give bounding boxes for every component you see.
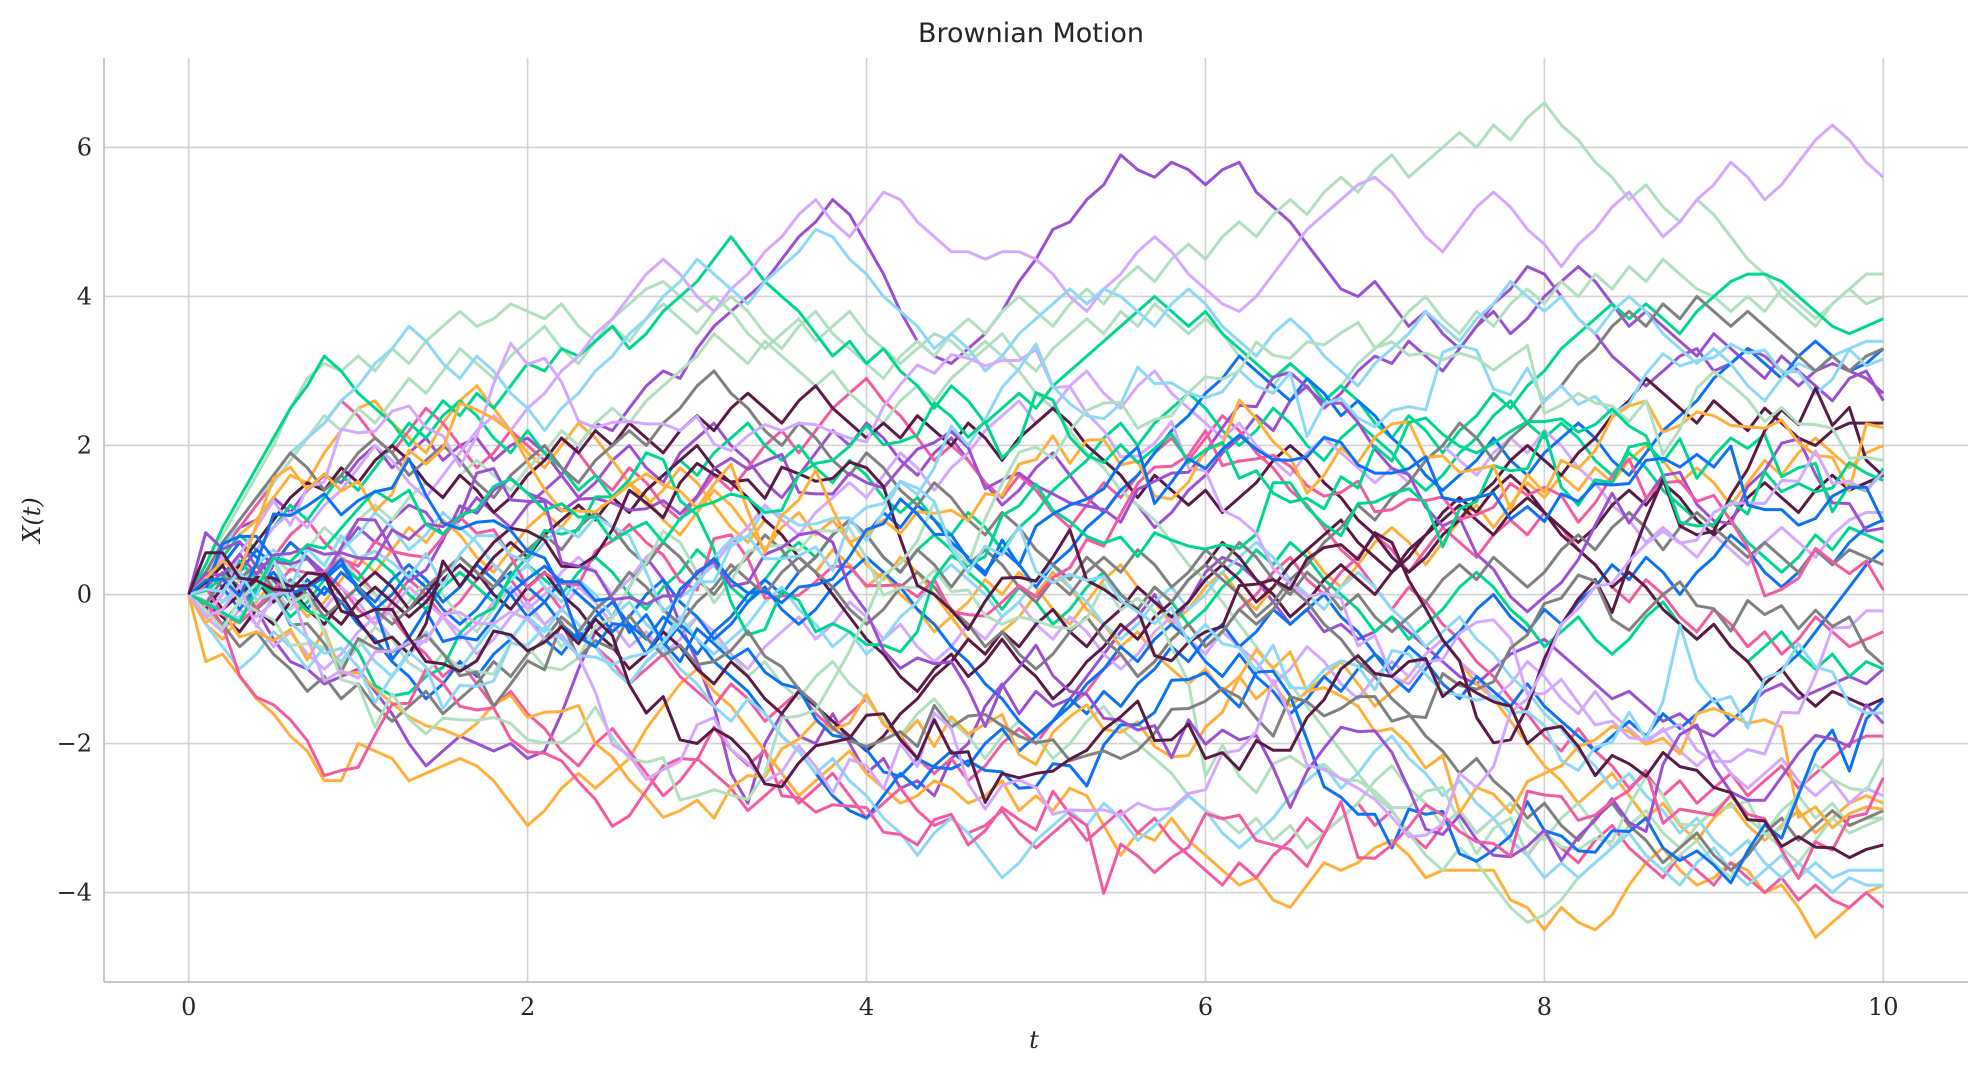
y-tick-label: −2 [57, 730, 92, 758]
brownian-path-41 [187, 564, 1885, 763]
axes [103, 58, 1968, 983]
brownian-path-15 [187, 391, 1884, 596]
brownian-path-29 [187, 295, 1884, 619]
brownian-path-47 [187, 449, 1885, 839]
y-tick-label: 6 [77, 133, 92, 161]
x-tick-label: 6 [1198, 993, 1213, 1021]
brownian-path-44 [188, 593, 1885, 895]
y-axis-label: X(t) [18, 497, 46, 544]
brownian-path-39 [188, 342, 1884, 620]
brownian-path-18 [188, 369, 1884, 641]
y-tick-label: 2 [77, 431, 92, 459]
y-tick-label: 0 [77, 581, 92, 609]
brownian-path-36 [188, 429, 1885, 698]
brownian-path-5 [187, 384, 1884, 842]
brownian-path-12 [187, 257, 1884, 611]
brownian-path-42 [187, 467, 1885, 862]
brownian-path-11 [187, 101, 1884, 596]
brownian-path-43 [187, 398, 1884, 596]
brownian-path-46 [188, 391, 1884, 624]
brownian-path-14 [187, 235, 1884, 596]
brownian-path-27 [188, 444, 1884, 708]
brownian-path-17 [187, 123, 1885, 596]
brownian-path-50 [187, 551, 1884, 860]
brownian-path-40 [187, 386, 1885, 745]
brownian-path-21 [187, 339, 1885, 656]
brownian-path-3 [187, 265, 1885, 611]
brownian-path-45 [187, 321, 1884, 802]
brownian-path-26 [187, 376, 1884, 611]
series-group [187, 101, 1885, 939]
x-tick-label: 0 [181, 993, 196, 1021]
chart-title: Brownian Motion [918, 18, 1144, 49]
brownian-path-48 [187, 433, 1885, 656]
x-tick-label: 10 [1868, 993, 1899, 1021]
tick-labels: 0 2 4 6 8 10 −4 −2 0 2 4 6 [57, 133, 1899, 1021]
brownian-path-31 [188, 511, 1884, 634]
brownian-path-24 [187, 593, 1884, 887]
brownian-path-34 [188, 429, 1885, 625]
y-tick-label: 4 [77, 282, 92, 310]
brownian-path-8 [187, 376, 1884, 805]
brownian-path-4 [187, 594, 1884, 939]
x-tick-label: 2 [520, 993, 535, 1021]
brownian-path-22 [187, 518, 1884, 738]
brownian-path-35 [187, 526, 1885, 857]
y-tick-label: −4 [57, 879, 92, 907]
brownian-path-1 [187, 555, 1885, 805]
brownian-path-23 [187, 227, 1884, 596]
brownian-path-37 [187, 341, 1884, 763]
brownian-path-49 [188, 479, 1884, 772]
brownian-path-33 [187, 593, 1884, 830]
x-tick-label: 4 [859, 993, 874, 1021]
x-tick-label: 8 [1537, 993, 1552, 1021]
x-axis-label: t [1029, 1026, 1039, 1054]
